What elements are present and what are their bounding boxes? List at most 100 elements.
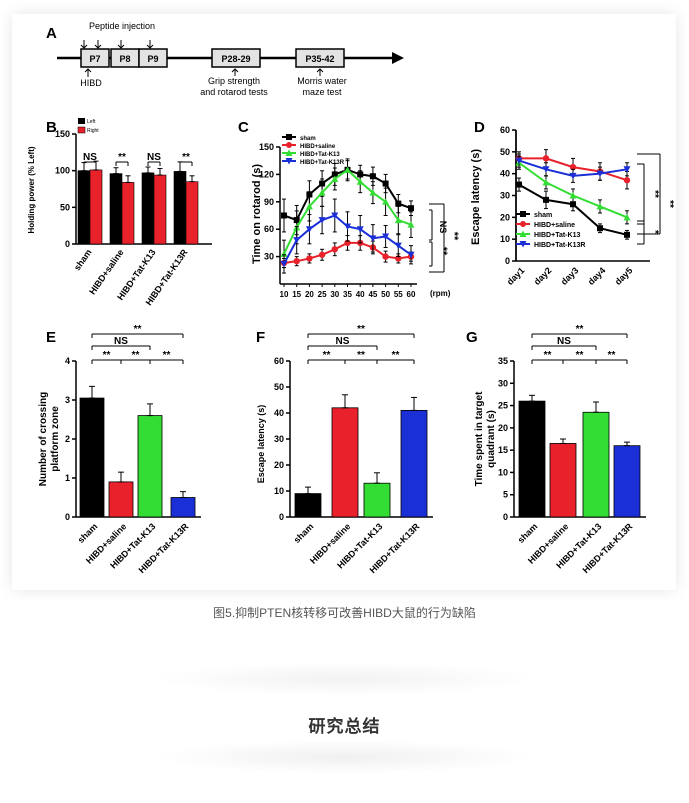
panel-d-marker [516, 181, 522, 188]
timeline-grip-label: Grip strength [208, 76, 260, 86]
timeline-morris-label: Morris water [297, 76, 347, 86]
timeline-box-label: P7 [89, 54, 100, 64]
panel-c-marker [318, 251, 326, 258]
panel-g-bar [613, 445, 641, 518]
timeline-box [211, 48, 261, 68]
panel-c-x-tick-label: 60 [407, 290, 416, 299]
panel-c-marker [344, 166, 351, 173]
panel-d-x-tick-label: day2 [532, 265, 554, 287]
panel-c-x-tick-label: 40 [356, 290, 365, 299]
panel-d-x-tick-label: day5 [613, 265, 635, 287]
panel-f-y-label: Escape latency (s) [256, 405, 266, 484]
panel-b-y-tick-label: 100 [55, 166, 70, 176]
timeline-box-label: P35-42 [305, 54, 334, 64]
panel-d-marker [569, 192, 577, 199]
panel-d-marker [596, 202, 604, 210]
panel-c-marker [344, 223, 351, 230]
panel-c-y-tick-label: 60 [264, 224, 274, 234]
panel-d-x-tick-label: day1 [505, 265, 527, 287]
panel-e-y-label: platform zone [50, 406, 61, 472]
panel-e-y-tick-label: 1 [65, 473, 70, 483]
panel-c-x-tick-label: 25 [318, 290, 327, 299]
panel-g-bracket-label: ** [608, 350, 616, 361]
panel-c-marker [407, 221, 415, 228]
panel-c-y-tick-label: 150 [259, 142, 274, 152]
panel-b-bar [185, 181, 199, 245]
panel-e-bracket-top-label: ** [134, 324, 142, 335]
panel-b-bar [109, 173, 123, 245]
panel-d-y-tick-label: 10 [500, 234, 510, 244]
panel-f-bar [363, 482, 391, 518]
panel-d-y-tick-label: 40 [500, 169, 510, 179]
decorative-shadow-bottom [150, 740, 540, 774]
panel-c-marker [331, 246, 338, 253]
panel-b-legend-swatch [78, 118, 85, 124]
panel-f-bracket-label: ** [392, 350, 400, 361]
panel-b-legend-label: Left [87, 119, 96, 125]
panel-g-y-tick-label: 5 [503, 490, 508, 500]
panel-c-letter: C [238, 119, 249, 136]
panel-f-y-tick-label: 20 [274, 460, 284, 470]
panel-g-y-tick-label: 30 [498, 378, 508, 388]
timeline-box [138, 48, 168, 68]
panel-b-y-tick-label: 50 [60, 202, 70, 212]
panel-e-bracket-label: ** [132, 350, 140, 361]
panel-g-bracket-ns-label: NS [557, 336, 571, 347]
panel-b-legend-label: Right [87, 128, 99, 134]
figure-caption: 图5.抑制PTEN核转移可改善HIBD大鼠的行为缺陷 [213, 606, 476, 620]
panel-d-x-tick-label: day4 [586, 265, 608, 287]
panel-c-significance-label: ** [437, 247, 449, 256]
panel-c-legend-marker [286, 142, 292, 148]
panel-d-significance-label: ** [664, 200, 675, 208]
panel-d-y-tick-label: 0 [505, 256, 510, 266]
timeline-box-label: P9 [147, 54, 158, 64]
panel-f-bar [294, 493, 322, 518]
panel-b-bar [77, 170, 91, 245]
panel-d-marker [543, 196, 549, 203]
panel-g-bracket-top-label: ** [576, 324, 584, 335]
panel-d-marker [570, 201, 576, 208]
panel-b-legend-swatch [77, 126, 86, 134]
panel-e-bracket-label: ** [103, 350, 111, 361]
panel-f-y-tick-label: 50 [274, 382, 284, 392]
panel-d-marker [623, 177, 631, 184]
panel-d-marker [515, 157, 523, 165]
panel-d-y-label: Escape latency (s) [470, 149, 482, 245]
timeline-box [295, 48, 345, 68]
panel-letter-a: A [46, 25, 57, 42]
panel-b-bar [141, 172, 155, 245]
decorative-shadow-top [150, 662, 540, 696]
panel-d-y-tick-label: 30 [500, 191, 510, 201]
timeline-box-label: P8 [119, 54, 130, 64]
panel-c-marker [369, 189, 377, 196]
panel-d-marker [542, 178, 550, 186]
panel-f-x-tick-label: sham [292, 521, 316, 545]
hibd-arrow-icon [84, 68, 92, 73]
panel-c-marker [305, 202, 313, 210]
timeline-box [80, 48, 110, 68]
panel-c-marker [306, 255, 313, 262]
panel-d-legend-label: sham [534, 212, 552, 219]
panel-g-bracket-label: ** [544, 350, 552, 361]
panel-g-bar [549, 443, 577, 518]
panel-c-legend-marker [286, 134, 292, 140]
panel-c-marker [407, 251, 415, 259]
panel-g-bar [518, 400, 546, 518]
injection-arrow-icon [146, 44, 154, 49]
panel-d-marker [623, 166, 631, 173]
panel-b-y-label: Holding power (% Left) [27, 146, 36, 233]
timeline-peptide-label: Peptide injection [89, 21, 155, 31]
panel-d-legend-marker [520, 221, 526, 227]
panel-c-marker [356, 178, 364, 185]
panel-g-y-tick-label: 35 [498, 356, 508, 366]
panel-c-x-tick-label: 10 [280, 290, 289, 299]
panel-c-x-tick-label: 50 [381, 290, 390, 299]
morris-arrow-icon [316, 68, 324, 73]
panel-d-significance-label: * [649, 230, 660, 234]
timeline-box-label: P28-29 [221, 54, 250, 64]
panel-c-x-tick-label: 15 [292, 290, 301, 299]
panel-d-marker [542, 155, 550, 162]
panel-c-marker [280, 260, 288, 268]
panel-d-marker [596, 170, 604, 178]
panel-f-letter: F [256, 329, 265, 346]
